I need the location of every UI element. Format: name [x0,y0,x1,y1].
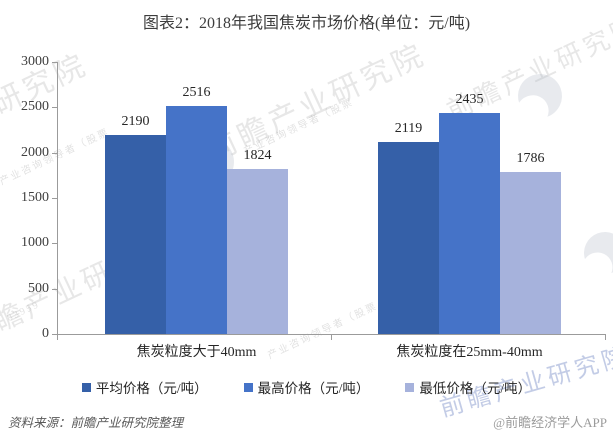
bar [105,135,166,334]
y-tick-label: 1000 [21,235,49,251]
y-tick-mark [52,243,57,245]
y-tick-mark [52,288,57,290]
y-axis-line [57,62,58,335]
y-tick-mark [52,62,57,63]
chart-title: 图表2：2018年我国焦炭市场价格(单位：元/吨) [142,15,471,32]
bar [500,172,561,334]
bar [166,105,227,334]
bar-value-label: 1824 [243,147,272,163]
y-tick-label: 500 [28,280,49,296]
y-tick-mark [52,198,57,199]
legend-label: 平均价格（元/吨） [95,381,208,396]
legend-item: 最低价格（元/吨） [405,377,531,397]
y-tick-label: 2500 [21,99,49,115]
bar [378,141,439,334]
x-tick-mark [605,335,606,340]
x-tick-mark [57,335,58,340]
source-note: 资料来源：前瞻产业研究院整理 [8,416,184,430]
y-tick-label: 2000 [21,144,49,160]
x-axis-line [57,334,606,335]
y-tick-mark [52,334,57,335]
app-credit: @前瞻经济学人APP [493,415,607,430]
bar [439,113,500,334]
category-label: 焦炭粒度在25mm-40mm [396,345,543,360]
legend-swatch [243,382,253,392]
bar-value-label: 2435 [455,92,484,108]
y-tick-mark [52,152,57,154]
y-tick-label: 0 [42,326,49,341]
bar-value-label: 2516 [182,84,211,100]
legend-label: 最低价格（元/吨） [419,381,532,396]
bar-value-label: 1786 [516,151,545,167]
legend-swatch [405,382,415,392]
legend: 平均价格（元/吨） 最高价格（元/吨） 最低价格（元/吨） [0,377,613,397]
legend-swatch [81,382,91,392]
legend-item: 平均价格（元/吨） [81,377,208,397]
category-label: 焦炭粒度大于40mm [136,345,257,360]
x-tick-mark [331,335,332,340]
y-tick-label: 1500 [21,190,49,205]
bar-value-label: 2190 [121,114,150,130]
y-tick-label: 3000 [21,54,49,69]
bar [227,168,288,334]
legend-item: 最高价格（元/吨） [243,377,370,397]
bar-value-label: 2119 [394,120,423,136]
legend-label: 最高价格（元/吨） [257,381,370,396]
y-tick-mark [52,107,57,109]
